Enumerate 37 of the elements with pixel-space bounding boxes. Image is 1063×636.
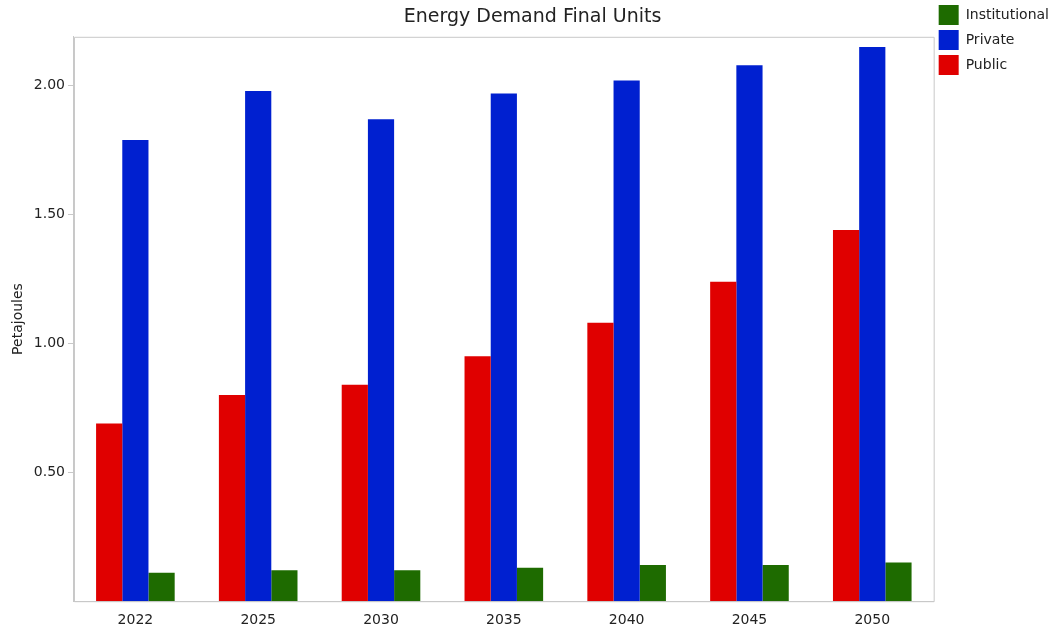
legend-label: Private xyxy=(965,30,1015,47)
bar xyxy=(245,90,272,602)
x-tick-label: 2022 xyxy=(117,611,154,628)
bar xyxy=(710,281,737,602)
x-tick-label: 2035 xyxy=(486,611,522,628)
bar xyxy=(613,80,640,602)
bar xyxy=(218,395,246,602)
x-tick-label: 2030 xyxy=(363,611,399,628)
x-tick-label: 2050 xyxy=(854,611,891,628)
bar xyxy=(587,322,614,602)
bar xyxy=(367,119,395,602)
bar xyxy=(271,570,298,602)
legend-label: Institutional xyxy=(965,5,1049,22)
bar xyxy=(859,47,886,602)
x-tick-label: 2045 xyxy=(731,611,768,628)
bar xyxy=(762,565,789,602)
y-tick-label: 2.00 xyxy=(33,76,65,93)
y-axis-title: Petajoules xyxy=(9,283,26,355)
bar xyxy=(516,567,544,602)
bar xyxy=(639,565,666,602)
bar xyxy=(148,572,175,602)
chart-title: Energy Demand Final Units xyxy=(403,4,662,27)
bar xyxy=(122,139,149,602)
bar xyxy=(885,562,912,602)
bar xyxy=(490,93,517,602)
bar xyxy=(464,356,491,602)
x-tick-label: 2025 xyxy=(240,611,277,628)
bar xyxy=(736,65,763,602)
bar xyxy=(341,384,368,602)
x-tick-label: 2040 xyxy=(608,611,645,628)
y-tick-label: 1.00 xyxy=(33,334,65,351)
y-tick-label: 0.50 xyxy=(33,462,65,479)
bar xyxy=(832,230,860,602)
legend-label: Public xyxy=(965,55,1008,72)
bar xyxy=(96,423,123,602)
bar xyxy=(394,570,421,602)
y-tick-label: 1.50 xyxy=(33,205,65,222)
